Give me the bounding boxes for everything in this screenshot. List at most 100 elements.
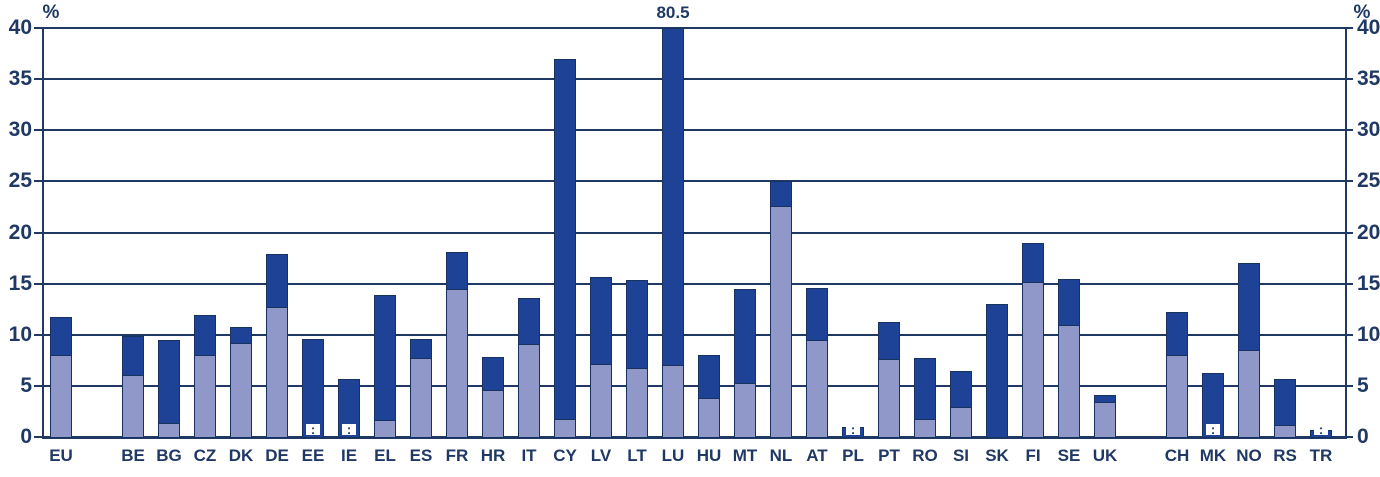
bar-SK-segment-upper — [986, 304, 1008, 438]
bar-PT-segment-upper — [878, 322, 900, 361]
value-annotation-LU: 80.5 — [656, 3, 690, 22]
x-axis-label-RO: RO — [912, 446, 938, 465]
bar-BE-segment-lower — [122, 374, 144, 438]
y-axis-unit-left: % — [42, 2, 60, 23]
bar-HR-segment-upper — [482, 357, 504, 391]
y-tick-left-15 — [34, 282, 42, 285]
bar-EU-segment-upper — [50, 317, 72, 357]
x-axis-label-PT: PT — [878, 446, 900, 465]
y-axis-label-right-30: 30 — [1357, 118, 1380, 142]
bar-EE-segment-upper — [302, 338, 324, 438]
x-axis-label-FR: FR — [445, 446, 469, 465]
bar-LU-segment-lower — [662, 365, 684, 438]
x-axis-label-EE: EE — [301, 446, 325, 465]
y-tick-left-30 — [34, 129, 42, 132]
y-tick-left-0 — [34, 436, 42, 438]
bar-MT-segment-lower — [734, 382, 756, 438]
bar-DE-segment-lower — [266, 307, 288, 438]
y-tick-right-40 — [1345, 27, 1353, 29]
gridline-35 — [42, 78, 1345, 81]
y-axis-label-right-15: 15 — [1357, 271, 1380, 295]
x-axis-label-FI: FI — [1025, 446, 1041, 465]
bar-LT-segment-upper — [626, 279, 648, 370]
x-axis-label-DE: DE — [265, 446, 289, 465]
x-axis-label-CY: CY — [553, 446, 577, 465]
y-axis-label-right-25: 25 — [1357, 169, 1380, 193]
y-axis-line-left — [42, 27, 44, 439]
bar-IE-segment-upper — [338, 378, 360, 438]
y-tick-right-30 — [1345, 129, 1353, 132]
bar-SI-segment-lower — [950, 407, 972, 438]
bar-HU-segment-upper — [698, 355, 720, 400]
bar-BG-segment-lower — [158, 422, 180, 438]
y-axis-label-right-5: 5 — [1357, 373, 1369, 397]
y-tick-right-10 — [1345, 333, 1353, 336]
y-axis-label-left-15: 15 — [8, 271, 32, 295]
bar-UK-segment-lower — [1094, 402, 1116, 438]
bar-CZ-segment-upper — [194, 315, 216, 357]
y-axis-label-left-20: 20 — [8, 220, 32, 244]
bar-RO-segment-upper — [914, 358, 936, 420]
bar-LV-segment-upper — [590, 277, 612, 366]
bar-NO-segment-lower — [1238, 350, 1260, 438]
bar-LU-segment-upper — [662, 28, 684, 367]
bar-EU-segment-lower — [50, 355, 72, 438]
bar-FI-segment-lower — [1022, 281, 1044, 438]
bar-DE-segment-upper — [266, 253, 288, 309]
y-axis-label-right-10: 10 — [1357, 322, 1380, 346]
x-axis-label-BE: BE — [121, 446, 145, 465]
bar-FR-segment-lower — [446, 288, 468, 438]
bar-MT-segment-upper — [734, 288, 756, 384]
gridline-5 — [42, 384, 1345, 387]
y-axis-unit-right: % — [1353, 2, 1371, 23]
x-axis-label-DK: DK — [228, 446, 254, 465]
x-axis-label-CH: CH — [1164, 446, 1190, 465]
bar-EL-segment-lower — [374, 419, 396, 438]
bar-NL-segment-upper — [770, 181, 792, 207]
bar-FI-segment-upper — [1022, 242, 1044, 283]
bar-RS-segment-lower — [1274, 424, 1296, 438]
y-axis-label-left-25: 25 — [8, 169, 32, 193]
bar-FR-segment-upper — [446, 251, 468, 290]
bar-HR-segment-lower — [482, 389, 504, 438]
bar-SE-segment-upper — [1058, 278, 1080, 326]
bar-ES-segment-upper — [410, 338, 432, 360]
bar-BG-segment-upper — [158, 339, 180, 424]
bar-RS-segment-upper — [1274, 378, 1296, 426]
x-axis-label-SE: SE — [1057, 446, 1081, 465]
y-axis-label-right-0: 0 — [1357, 425, 1369, 448]
bar-RO-segment-lower — [914, 418, 936, 438]
x-axis-label-TR: TR — [1309, 446, 1333, 465]
y-tick-right-5 — [1345, 384, 1353, 387]
x-axis-label-NO: NO — [1236, 446, 1262, 465]
x-axis-label-MT: MT — [732, 446, 758, 465]
gridline-0 — [42, 436, 1345, 439]
x-axis-label-CZ: CZ — [193, 446, 217, 465]
missing-data-marker-IE: : — [342, 423, 356, 436]
x-axis-label-HU: HU — [696, 446, 722, 465]
bar-PT-segment-lower — [878, 359, 900, 438]
y-axis-label-left-10: 10 — [8, 322, 32, 346]
y-tick-right-25 — [1345, 180, 1353, 183]
bar-LV-segment-lower — [590, 364, 612, 438]
bar-CH-segment-upper — [1166, 312, 1188, 357]
bar-CH-segment-lower — [1166, 355, 1188, 438]
x-axis-label-LT: LT — [627, 446, 647, 465]
y-axis-label-right-20: 20 — [1357, 220, 1380, 244]
bar-MK-segment-upper — [1202, 372, 1224, 438]
x-axis-label-AT: AT — [806, 446, 828, 465]
missing-data-marker-MK: : — [1206, 423, 1220, 436]
y-tick-right-0 — [1345, 436, 1353, 438]
x-axis-label-EL: EL — [374, 446, 396, 465]
x-axis-label-SK: SK — [985, 446, 1009, 465]
gridline-25 — [42, 180, 1345, 183]
x-axis-label-BG: BG — [156, 446, 182, 465]
y-tick-left-40 — [34, 27, 42, 29]
y-axis-label-left-30: 30 — [8, 118, 32, 142]
bar-IT-segment-lower — [518, 343, 540, 438]
x-axis-label-IE: IE — [340, 446, 358, 465]
y-axis-label-right-40: 40 — [1357, 16, 1380, 39]
bar-CY-segment-lower — [554, 418, 576, 438]
y-tick-left-25 — [34, 180, 42, 183]
bar-SE-segment-lower — [1058, 324, 1080, 438]
